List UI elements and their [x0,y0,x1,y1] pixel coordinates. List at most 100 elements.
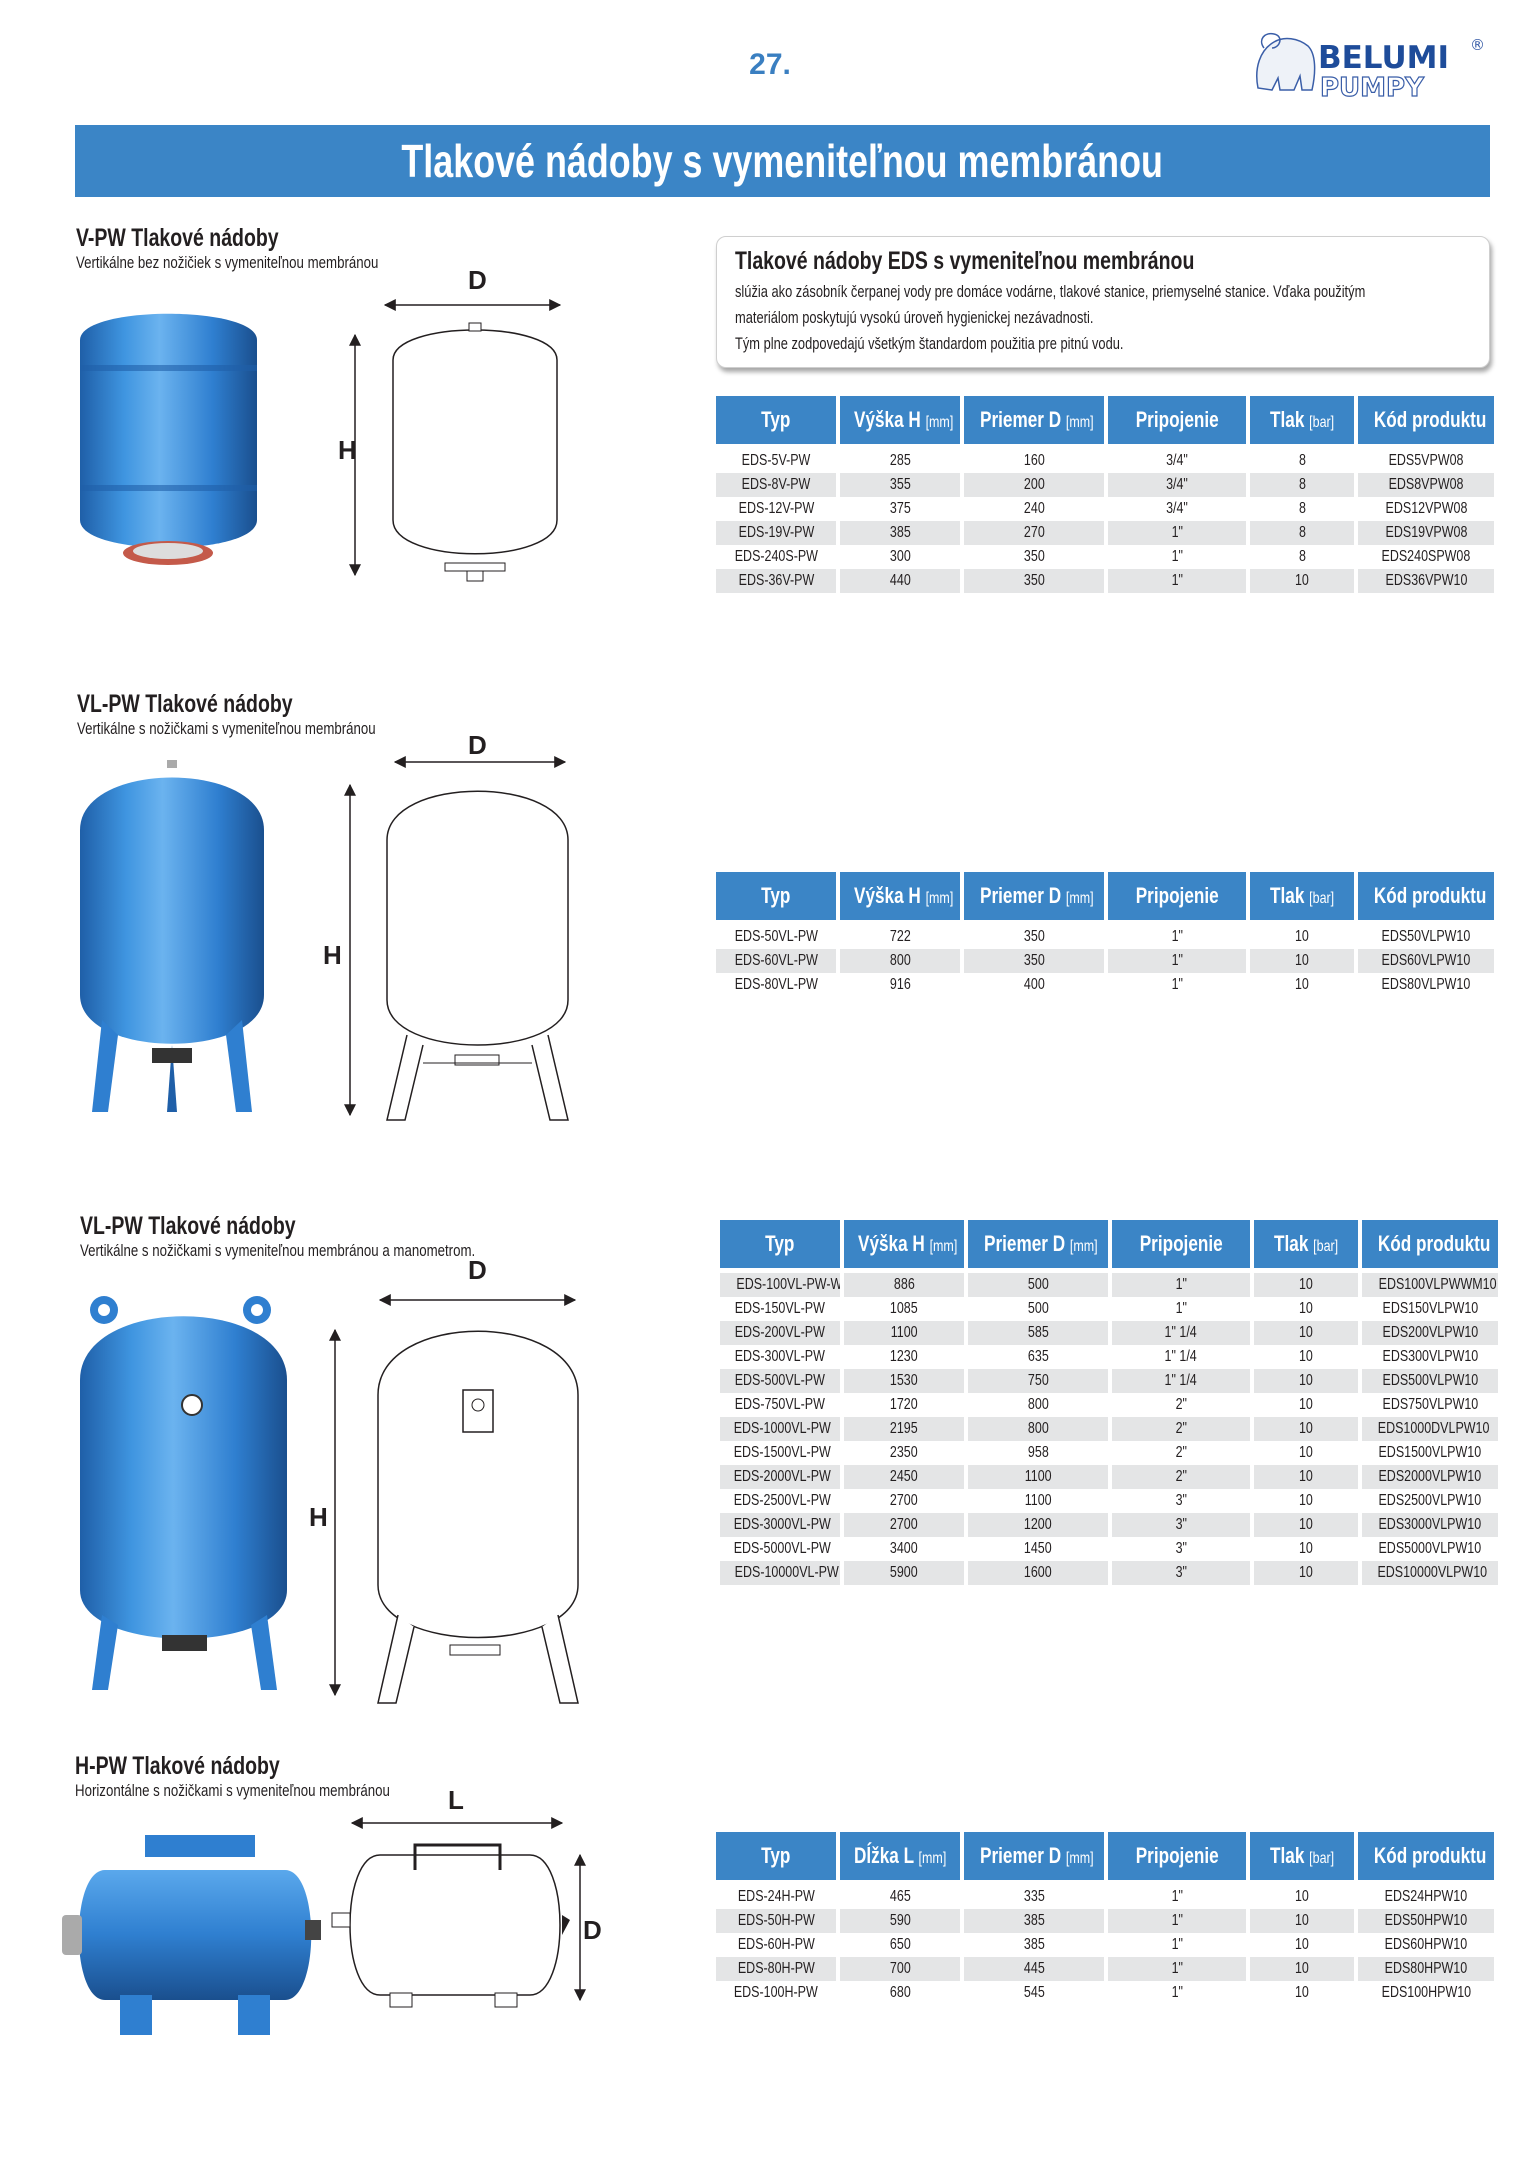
table-cell: EDS5000VLPW10 [1362,1537,1498,1561]
cell-value: 1" [1171,976,1183,993]
table-cell: EDS500VLPW10 [1362,1369,1498,1393]
manometer-icon [181,1394,203,1416]
cell-value: 500 [1027,1300,1049,1317]
table-cell: 2" [1112,1465,1250,1489]
column-header-label: Typ [761,407,791,432]
table-cell: EDS1000DVLPW10 [1362,1417,1498,1441]
column-header-label: Tlak [1269,407,1305,432]
info-box-title: Tlakové nádoby EDS s vymeniteľnou membrá… [735,247,1195,275]
cell-value: EDS60VLPW10 [1381,952,1471,969]
cell-value: EDS-2500VL-PW [733,1492,831,1509]
cell-value: 1" [1171,524,1183,541]
cell-value: 355 [889,476,911,493]
table-row: EDS-2500VL-PW 2700 1100 3" 10 EDS2500VLPW10 [720,1489,1498,1513]
column-header-label: Tlak [1273,1231,1309,1256]
column-header: Dĺžka L [mm] [840,1832,960,1885]
cell-value: 350 [1023,952,1045,969]
table-row: EDS-5V-PW 285 160 3/4" 8 EDS5VPW08 [716,449,1494,473]
cell-value: 800 [1027,1420,1049,1437]
column-header-unit: [mm] [918,1850,947,1867]
table-row: EDS-8V-PW 355 200 3/4" 8 EDS8VPW08 [716,473,1494,497]
table-cell: 1" [1108,925,1246,949]
table-cell: 10 [1250,1957,1354,1981]
cell-value: 1" [1171,548,1183,565]
cell-value: 2700 [890,1516,918,1533]
table-cell: EDS-5000VL-PW [720,1537,840,1561]
cell-value: 10 [1299,1444,1313,1461]
table-cell: 2450 [844,1465,964,1489]
table-cell: 700 [840,1957,960,1981]
cell-value: EDS750VLPW10 [1382,1396,1478,1413]
table-cell: 385 [964,1933,1104,1957]
column-header: Priemer D [mm] [964,872,1104,925]
tank-drawing-h-pw [330,1795,620,2020]
table-cell: 1100 [844,1321,964,1345]
page-number: 27. [749,48,791,81]
table-row: EDS-500VL-PW 1530 750 1" 1/4 10 EDS500VLPW10 [720,1369,1498,1393]
table-cell: 2" [1112,1393,1250,1417]
table-cell: 500 [968,1297,1108,1321]
table-cell: EDS60VLPW10 [1358,949,1494,973]
table-cell: EDS50HPW10 [1358,1909,1494,1933]
column-header: Priemer D [mm] [964,1832,1104,1885]
table-cell: 1530 [844,1369,964,1393]
section-vl-pw-wm-header: VL-PW Tlakové nádoby Vertikálne s nožičk… [80,1212,587,1261]
cell-value: 1" 1/4 [1164,1348,1198,1365]
table-cell: 10 [1250,1981,1354,2005]
table-cell: EDS-10000VL-PW [720,1561,840,1585]
cell-value: 2195 [890,1420,918,1437]
table-cell: 10 [1254,1369,1358,1393]
table-cell: EDS2500VLPW10 [1362,1489,1498,1513]
section-title: VL-PW Tlakové nádoby [77,690,293,718]
table-cell: 1" 1/4 [1112,1369,1250,1393]
table-cell: 10 [1254,1417,1358,1441]
column-header: Typ [720,1220,840,1273]
cell-value: 350 [1023,928,1045,945]
table-cell: 440 [840,569,960,593]
cell-value: 1" [1171,1984,1183,2001]
column-header: Pripojenie [1108,872,1246,925]
table-cell: 2700 [844,1489,964,1513]
table-cell: EDS8VPW08 [1358,473,1494,497]
spec-table-h-pw: Typ Dĺžka L [mm] Priemer D [mm] Pripojenie T… [712,1832,1498,2005]
cell-value: EDS-50VL-PW [734,928,818,945]
cell-value: 3/4" [1166,452,1188,469]
table-cell: 8 [1250,545,1354,569]
table-cell: EDS5VPW08 [1358,449,1494,473]
cell-value: EDS100HPW10 [1381,1984,1471,2001]
cell-value: EDS-5000VL-PW [733,1540,831,1557]
cell-value: 886 [893,1276,915,1293]
cell-value: 2" [1175,1444,1187,1461]
cell-value: 590 [889,1912,911,1929]
table-cell: 1100 [968,1465,1108,1489]
column-header: Kód produktu [1358,1832,1494,1885]
table-cell: EDS-19V-PW [716,521,836,545]
table-cell: EDS12VPW08 [1358,497,1494,521]
table-cell: 1" [1108,1909,1246,1933]
table-cell: EDS300VLPW10 [1362,1345,1498,1369]
page-title: Tlakové nádoby s vymeniteľnou membránou [401,135,1164,187]
table-cell: EDS36VPW10 [1358,569,1494,593]
cell-value: 10 [1295,928,1309,945]
cell-value: 400 [1023,976,1045,993]
column-header: Tlak [bar] [1250,872,1354,925]
column-header: Typ [716,872,836,925]
column-header-unit: [bar] [1309,414,1335,431]
table-cell: 545 [964,1981,1104,2005]
table-cell: 1" [1108,973,1246,997]
table-cell: EDS-24H-PW [716,1885,836,1909]
table-row: EDS-80VL-PW 916 400 1" 10 EDS80VLPW10 [716,973,1494,997]
cell-value: 350 [1023,548,1045,565]
table-cell: EDS80VLPW10 [1358,973,1494,997]
column-header-label: Pripojenie [1135,407,1219,432]
table-row: EDS-1000VL-PW 2195 800 2" 10 EDS1000DVLPW10 [720,1417,1498,1441]
cell-value: 5900 [890,1564,918,1581]
cell-value: 10 [1295,1888,1309,1905]
cell-value: EDS-2000VL-PW [733,1468,831,1485]
column-header-label: Priemer D [984,1231,1066,1256]
cell-value: 10 [1295,572,1309,589]
cell-value: EDS1000DVLPW10 [1377,1420,1490,1437]
table-cell: EDS24HPW10 [1358,1885,1494,1909]
cell-value: EDS5000VLPW10 [1378,1540,1482,1557]
table-cell: 1230 [844,1345,964,1369]
